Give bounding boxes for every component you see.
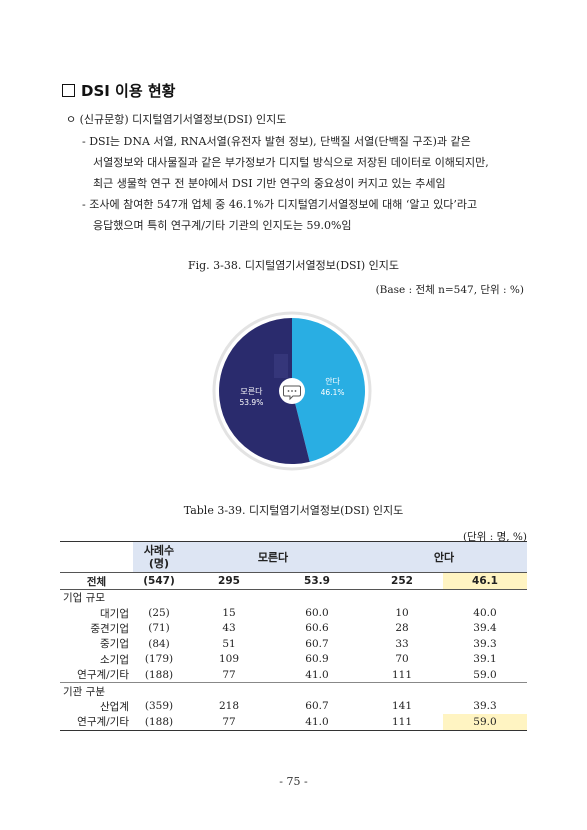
figure-caption: Fig. 3-38. 디지털염기서열정보(DSI) 인지도	[187, 259, 400, 272]
section-title-text: DSI 이용 현황	[81, 82, 176, 100]
table-row-total: 전체 (547) 295 53.9 252 46.1	[60, 572, 527, 590]
row-bp: 39.1	[473, 653, 497, 666]
bullet-1-line-2: 서열정보와 대사물질과 같은 부가정보가 디지털 방식으로 저장된 데이터로 이…	[93, 156, 489, 169]
pie-label-0: 안다	[325, 376, 340, 386]
total-b: 252	[361, 572, 443, 590]
row-a: 51	[222, 637, 236, 650]
total-n: (547)	[133, 572, 185, 590]
total-ap: 53.9	[273, 572, 361, 590]
section-heading: DSI 이용 현황	[62, 80, 175, 101]
table-row: 대기업 (25) 15 60.0 10 40.0	[60, 605, 527, 620]
header-count: 사례수 (명)	[133, 541, 185, 573]
row-bp: 59.0	[473, 668, 497, 681]
group-title: 기관 구분	[63, 685, 105, 698]
header-count-unit: (명)	[148, 557, 170, 570]
bullet-1-line-1: - DSI는 DNA 서열, RNA서열(유전자 발현 정보), 단백질 서열(…	[82, 135, 471, 148]
row-bp: 39.3	[473, 700, 497, 713]
row-label: 대기업	[100, 607, 129, 620]
header-know: 안다	[361, 541, 527, 573]
row-ap: 60.7	[305, 700, 329, 713]
table-row: 중견기업 (71) 43 60.6 28 39.4	[60, 621, 527, 636]
row-a: 77	[222, 668, 236, 681]
row-bp: 39.4	[473, 622, 497, 635]
grid-pattern	[274, 354, 288, 378]
subheading: ㅇ (신규문항) 디지털염기서열정보(DSI) 인지도	[66, 113, 287, 126]
group-title-row: 기업 규모	[60, 590, 527, 606]
header-dont-know: 모른다	[185, 541, 361, 573]
row-ap: 60.6	[305, 622, 329, 635]
row-label: 중견기업	[90, 622, 129, 635]
figure-base-note: (Base : 전체 n=547, 단위 : %)	[375, 284, 524, 296]
pie-labels: 안다 46.1% 모른다 53.9%	[240, 376, 345, 407]
table-row: 중기업 (84) 51 60.7 33 39.3	[60, 636, 527, 651]
table-row: 연구계/기타 (188) 77 41.0 111 59.0	[60, 667, 527, 683]
row-label: 산업계	[100, 700, 129, 713]
row-a: 43	[222, 622, 236, 635]
row-label: 연구계/기타	[77, 669, 129, 682]
bullet-1-line-3: 최근 생물학 연구 전 분야에서 DSI 기반 연구의 중요성이 커지고 있는 …	[93, 177, 446, 190]
total-a: 295	[185, 572, 273, 590]
row-label: 소기업	[100, 653, 129, 666]
header-count-label: 사례수	[143, 544, 175, 557]
total-label: 전체	[60, 572, 133, 590]
speech-bubble-icon	[279, 378, 305, 404]
row-b: 70	[395, 653, 409, 666]
row-a: 15	[222, 607, 236, 620]
row-b: 111	[391, 668, 413, 681]
group-title: 기업 규모	[63, 592, 105, 605]
row-ap: 41.0	[273, 714, 361, 731]
row-n: (188)	[133, 714, 185, 731]
row-label: 연구계/기타	[60, 714, 133, 731]
row-ap: 60.0	[305, 607, 329, 620]
row-b: 10	[395, 607, 409, 620]
pie-label-1: 모른다	[240, 387, 263, 396]
row-n: (359)	[144, 700, 174, 713]
group-title-row: 기관 구분	[60, 682, 527, 699]
bullet-2: - 조사에 참여한 547개 업체 중 46.1%가 디지털염기서열정보에 대해…	[82, 194, 477, 236]
row-ap: 60.9	[305, 653, 329, 666]
square-bullet-icon	[62, 84, 75, 97]
row-n: (25)	[148, 607, 170, 620]
pie-value-label-1: 53.9%	[240, 398, 264, 407]
bullet-2-line-1: - 조사에 참여한 547개 업체 중 46.1%가 디지털염기서열정보에 대해…	[82, 198, 478, 211]
total-bp: 46.1	[443, 572, 527, 590]
page-number: - 75 -	[279, 775, 308, 788]
table-row: 산업계 (359) 218 60.7 141 39.3	[60, 699, 527, 714]
table-unit: (단위 : 명, %)	[462, 531, 527, 543]
row-b: 141	[391, 700, 413, 713]
row-n: (179)	[144, 653, 174, 666]
row-b: 33	[395, 637, 409, 650]
row-n: (84)	[148, 637, 170, 650]
row-bp: 39.3	[473, 637, 497, 650]
row-n: (71)	[148, 622, 170, 635]
table-row: 연구계/기타 (188) 77 41.0 111 59.0	[60, 714, 527, 731]
table-row: 소기업 (179) 109 60.9 70 39.1	[60, 652, 527, 667]
table-caption: Table 3-39. 디지털염기서열정보(DSI) 인지도	[183, 504, 404, 517]
row-bp: 59.0	[443, 714, 527, 731]
row-b: 111	[361, 714, 443, 731]
pie-value-label-0: 46.1%	[321, 388, 345, 397]
row-ap: 41.0	[305, 668, 329, 681]
data-table: 사례수 (명) 모른다 안다 전체 (547) 295 53.9 252 46.…	[60, 541, 527, 731]
row-bp: 40.0	[473, 607, 497, 620]
table-header-row: 사례수 (명) 모른다 안다	[60, 541, 527, 573]
pie-slice-0	[292, 318, 365, 462]
row-a: 109	[218, 653, 240, 666]
row-a: 77	[185, 714, 273, 731]
row-n: (188)	[144, 668, 174, 681]
bullet-1: - DSI는 DNA 서열, RNA서열(유전자 발현 정보), 단백질 서열(…	[82, 131, 489, 194]
row-ap: 60.7	[305, 637, 329, 650]
pie-chart: 안다 46.1% 모른다 53.9%	[212, 311, 372, 471]
row-b: 28	[395, 622, 409, 635]
row-label: 중기업	[100, 638, 129, 651]
row-a: 218	[218, 700, 240, 713]
bullet-2-line-2: 응답했으며 특히 연구계/기타 기관의 인지도는 59.0%임	[93, 219, 352, 232]
